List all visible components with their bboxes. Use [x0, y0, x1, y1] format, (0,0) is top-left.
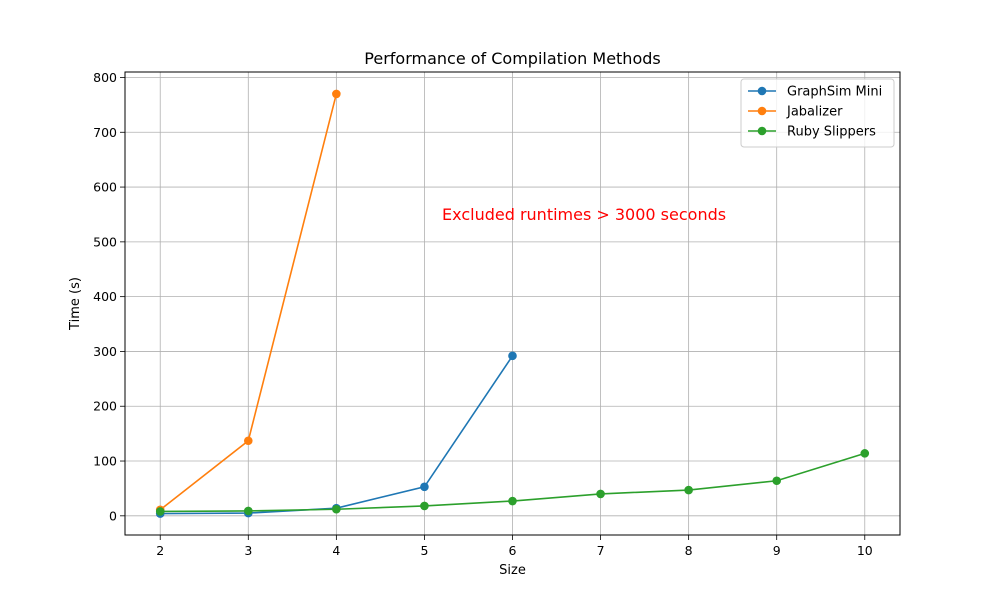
x-axis-label: Size: [499, 563, 526, 578]
y-tick-label: 700: [93, 125, 117, 140]
x-tick-label: 5: [420, 543, 428, 558]
y-tick-label: 500: [93, 234, 117, 249]
x-tick-label: 4: [332, 543, 340, 558]
legend-label-ruby-slippers: Ruby Slippers: [787, 125, 876, 140]
legend-marker-jabalizer: [757, 106, 767, 116]
annotation-excluded-runtimes: Excluded runtimes > 3000 seconds: [442, 205, 726, 224]
legend-label-graphsim-mini: GraphSim Mini: [787, 85, 882, 100]
data-point-ruby-slippers: [596, 489, 605, 499]
grid: [125, 72, 900, 535]
x-tick-label: 7: [597, 543, 605, 558]
y-tick-label: 200: [93, 399, 117, 414]
legend: GraphSim Mini Jabalizer Ruby Slippers: [740, 78, 895, 148]
y-axis-label: Time (s): [68, 277, 83, 331]
x-tick-label: 8: [685, 543, 693, 558]
data-point-graphsim-mini: [508, 351, 517, 361]
x-tick-label: 3: [244, 543, 252, 558]
x-tick-label: 9: [773, 543, 781, 558]
y-tick-label: 600: [93, 180, 117, 195]
data-point-ruby-slippers: [332, 504, 341, 514]
data-point-graphsim-mini: [420, 482, 429, 492]
data-point-ruby-slippers: [508, 496, 517, 506]
data-point-ruby-slippers: [860, 449, 870, 458]
series-ruby-slippers: [155, 449, 870, 516]
legend-marker-graphsim-mini: [757, 86, 767, 96]
legend-box: [740, 78, 895, 148]
x-tick-label: 2: [156, 543, 164, 558]
y-tick-label: 400: [93, 289, 117, 304]
data-point-ruby-slippers: [772, 476, 782, 486]
data-point-ruby-slippers: [155, 507, 165, 516]
x-tick-label: 10: [857, 543, 873, 558]
data-point-ruby-slippers: [420, 501, 429, 511]
x-tick-label: 6: [509, 543, 517, 558]
series-layer: [155, 89, 870, 518]
y-tick-label: 800: [93, 70, 117, 85]
y-tick-label: 100: [93, 454, 117, 469]
data-point-jabalizer: [243, 436, 253, 446]
legend-marker-ruby-slippers: [757, 126, 767, 136]
y-tick-label: 300: [93, 344, 117, 359]
data-point-ruby-slippers: [684, 485, 693, 495]
data-point-ruby-slippers: [243, 506, 253, 516]
chart-title: Performance of Compilation Methods: [364, 49, 660, 68]
legend-label-jabalizer: Jabalizer: [786, 105, 843, 120]
data-point-jabalizer: [332, 89, 341, 99]
y-tick-label: 0: [109, 508, 117, 523]
